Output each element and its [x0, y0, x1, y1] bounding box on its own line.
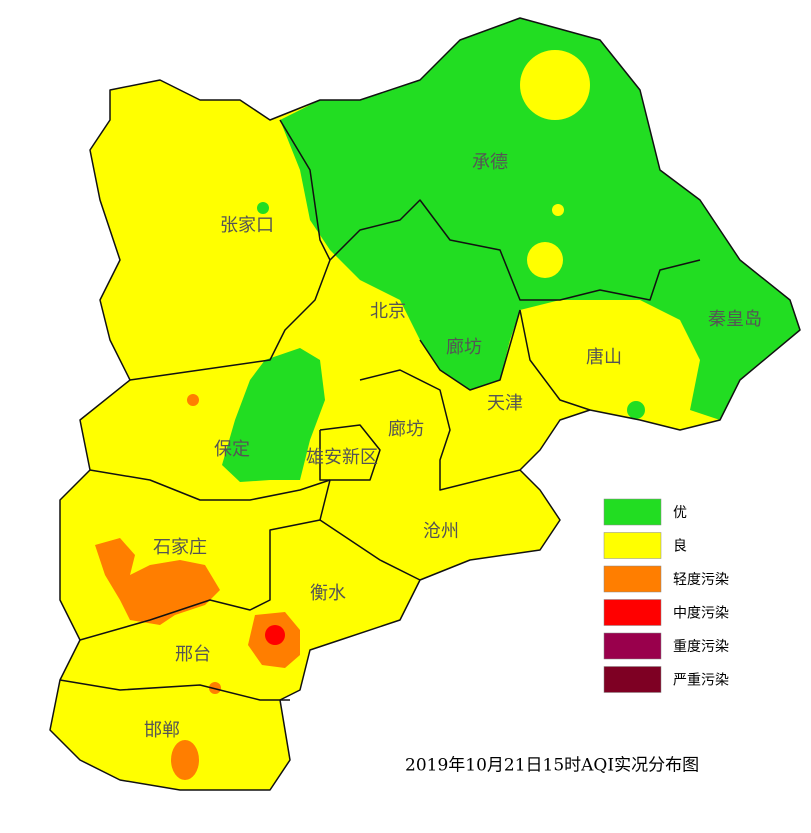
city-border [419, 309, 521, 391]
region-light [187, 394, 199, 406]
legend-label: 严重污染 [673, 673, 729, 689]
legend-label: 中度污染 [673, 606, 729, 622]
city-label: 邯郸 [144, 720, 180, 741]
region-good [520, 50, 590, 120]
city-label: 邢台 [175, 644, 211, 665]
city-label: 天津 [487, 393, 523, 414]
region-excellent [627, 401, 645, 419]
region-good [527, 242, 563, 278]
caption: 2019年10月21日15时AQI实况分布图 [405, 756, 699, 776]
city-border [89, 469, 331, 501]
borders [49, 17, 801, 791]
map-shapes [50, 18, 800, 790]
city-border [129, 119, 331, 381]
city-label: 雄安新区 [306, 447, 378, 468]
legend-swatch [603, 498, 662, 526]
city-label: 沧州 [423, 521, 459, 542]
city-border [319, 519, 421, 581]
city-label: 北京 [370, 301, 406, 322]
legend-swatch [603, 599, 662, 626]
region-light [95, 538, 220, 625]
city-label: 廊坊 [446, 337, 482, 358]
city-label: 保定 [214, 439, 250, 460]
city-label: 张家口 [220, 215, 274, 236]
city-label: 石家庄 [153, 537, 207, 558]
city-border [359, 369, 521, 491]
city-label: 衡水 [310, 583, 346, 604]
region-good [552, 204, 564, 216]
legend-label: 轻度污染 [673, 572, 729, 588]
region-excellent [222, 348, 325, 482]
region-light [171, 740, 199, 780]
province-border [49, 17, 801, 791]
legend-swatch [603, 532, 662, 559]
city-border [59, 679, 290, 701]
legend-label: 重度污染 [673, 639, 729, 655]
legend-swatch [603, 632, 662, 660]
legend-label: 良 [673, 539, 687, 555]
city-border [79, 479, 331, 641]
city-label: 秦皇岛 [708, 309, 762, 330]
city-label: 承德 [472, 152, 508, 173]
region-excellent [280, 18, 800, 420]
city-label: 廊坊 [388, 419, 424, 440]
legend-swatch [603, 666, 662, 693]
city-labels: 张家口 承德 北京 廊坊 秦皇岛 唐山 天津 廊坊 保定 雄安新区 沧州 石家庄… [144, 152, 762, 741]
city-border [519, 309, 591, 411]
legend-swatch [603, 565, 662, 593]
city-label: 唐山 [586, 347, 622, 368]
region-moderate [265, 625, 285, 645]
city-border [329, 199, 701, 301]
region-excellent [257, 202, 269, 214]
city-border [319, 424, 381, 481]
legend-label: 优 [673, 505, 687, 521]
